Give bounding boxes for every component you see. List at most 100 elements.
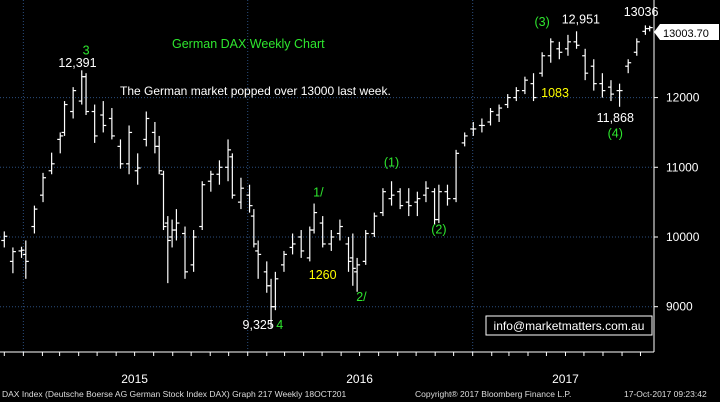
ohlc-bar xyxy=(246,184,253,213)
y-tick-label: 11000 xyxy=(666,160,699,174)
ohlc-bar xyxy=(31,205,38,234)
last-price-marker: 13003.70 xyxy=(654,24,719,40)
last-price-box xyxy=(654,24,719,40)
ohlc-bar xyxy=(504,94,511,109)
ohlc-bar xyxy=(298,230,305,258)
x-tick-label: 2016 xyxy=(346,372,373,386)
watermark-box: info@marketmatters.com.au xyxy=(485,315,653,336)
footer-description: DAX Index (Deutsche Boerse AG German Sto… xyxy=(2,389,347,399)
ohlc-bar xyxy=(18,246,25,258)
ohlc-bar xyxy=(22,240,29,279)
ohlc-bar xyxy=(126,125,133,175)
ohlc-bar xyxy=(156,135,163,175)
ohlc-bar xyxy=(556,41,563,60)
chart-annotation: 3 xyxy=(83,43,90,57)
ohlc-bar xyxy=(362,230,369,265)
ohlc-bar xyxy=(272,271,279,311)
ohlc-bar xyxy=(319,216,326,248)
ohlc-bar xyxy=(173,209,180,241)
ohlc-bar xyxy=(547,38,554,63)
footer-timestamp: 17-Oct-2017 09:23:42 xyxy=(624,389,707,399)
ohlc-bar xyxy=(444,184,451,206)
ohlc-bar xyxy=(70,87,77,119)
chart-annotation: 11,868 xyxy=(597,111,634,125)
ohlc-bar xyxy=(379,188,386,217)
ohlc-bar xyxy=(371,212,378,237)
ohlc-bar xyxy=(633,38,640,56)
ohlc-bar xyxy=(199,181,206,231)
chart-annotation: (4) xyxy=(608,126,623,140)
ohlc-bar xyxy=(513,87,520,102)
ohlc-bar xyxy=(397,188,404,210)
ohlc-bar xyxy=(280,250,287,272)
ohlc-bar xyxy=(573,31,580,49)
ohlc-bar xyxy=(625,59,632,74)
ohlc-bar xyxy=(160,170,167,231)
ohlc-bar xyxy=(164,216,171,284)
ohlc-bar xyxy=(530,73,537,102)
chart-annotation: 1/ xyxy=(313,186,324,200)
ohlc-bar xyxy=(289,233,296,255)
ohlc-bar xyxy=(422,181,429,203)
ohlc-bar xyxy=(590,59,597,91)
chart-annotation: (3) xyxy=(534,15,549,29)
ohlc-bar xyxy=(354,257,361,292)
chart-annotation: (2) xyxy=(431,223,446,237)
ohlc-bar xyxy=(1,231,8,248)
axes: 9000 10000 11000 12000 2015 2016 2017 xyxy=(0,0,700,386)
ohlc-bar xyxy=(336,219,343,241)
chart-title: German DAX Weekly Chart xyxy=(172,37,325,51)
ohlc-bar xyxy=(207,170,214,192)
x-tick-label: 2015 xyxy=(121,372,148,386)
ohlc-bar xyxy=(57,132,64,154)
ohlc-bar xyxy=(255,240,262,279)
ohlc-bar xyxy=(91,104,98,143)
ohlc-bar xyxy=(83,73,90,116)
ohlc-bar xyxy=(478,118,485,133)
chart-annotation: 4 xyxy=(276,318,283,332)
ohlc-bar xyxy=(539,52,546,77)
ohlc-bar xyxy=(182,226,189,279)
ohlc-bar xyxy=(108,108,115,140)
ohlc-bar xyxy=(250,209,257,248)
ohlc-bar xyxy=(216,160,223,185)
watermark-text: info@marketmatters.com.au xyxy=(494,319,645,333)
chart-annotation: 12,951 xyxy=(562,13,600,27)
ohlc-bar xyxy=(616,83,623,107)
ohlc-bar xyxy=(237,177,244,210)
ohlc-bar xyxy=(388,181,395,206)
last-price-label: 13003.70 xyxy=(663,28,709,40)
ohlc-bar xyxy=(9,247,16,274)
ohlc-bar xyxy=(599,73,606,98)
ohlc-bar xyxy=(414,191,421,217)
ohlc-bar xyxy=(328,230,335,251)
ohlc-bar xyxy=(461,132,468,147)
ohlc-bar xyxy=(48,152,55,175)
footer-copyright: Copyright® 2017 Bloomberg Finance L.P. xyxy=(415,389,572,399)
chart-annotation: 12,391 xyxy=(58,56,96,70)
ohlc-bar xyxy=(496,104,503,122)
ohlc-bar xyxy=(134,153,141,185)
chart-annotation: 13036 xyxy=(624,5,659,19)
ohlc-bar xyxy=(453,149,460,203)
ohlc-bar xyxy=(646,25,653,32)
ohlc-bar xyxy=(143,111,150,147)
ohlc-bar xyxy=(40,172,47,203)
chart-annotation: 9,325 xyxy=(243,318,274,332)
ohlc-bar xyxy=(349,233,356,286)
ohlc-bar xyxy=(100,101,107,133)
ohlc-bar xyxy=(225,139,232,182)
y-tick-label: 9000 xyxy=(666,300,693,314)
watermark-border xyxy=(485,315,653,336)
ohlc-bar xyxy=(229,153,236,199)
price-bars xyxy=(1,25,653,328)
ohlc-bar xyxy=(405,188,412,217)
ohlc-bar xyxy=(487,108,494,126)
ohlc-bar xyxy=(311,203,318,234)
ohlc-bar xyxy=(190,230,197,272)
ohlc-bar xyxy=(607,80,614,102)
chart-annotation: (1) xyxy=(384,156,399,170)
